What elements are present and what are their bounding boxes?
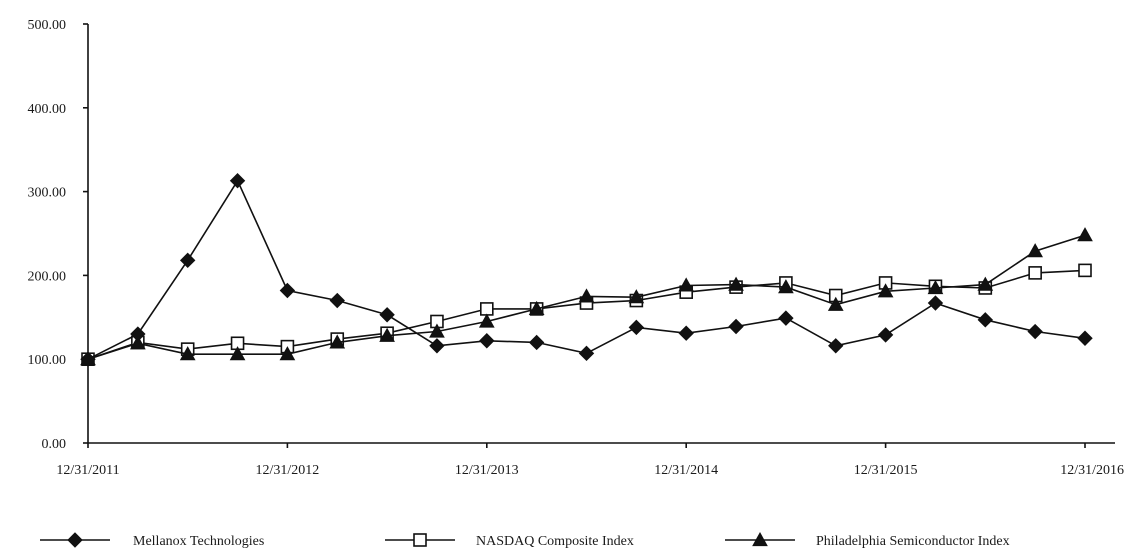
legend-label: NASDAQ Composite Index: [476, 534, 634, 548]
axes: [87, 24, 1115, 444]
data-point: [229, 346, 246, 361]
y-tick-label: 400.00: [28, 102, 67, 117]
data-point: [1077, 330, 1093, 346]
data-point: [778, 279, 794, 294]
y-tick-label: 200.00: [28, 269, 67, 284]
y-tick-label: 500.00: [28, 18, 67, 33]
data-point: [927, 279, 944, 295]
data-point: [728, 276, 744, 291]
x-tick-label: 12/31/2011: [56, 463, 119, 478]
data-point: [578, 288, 595, 303]
data-point: [528, 334, 545, 351]
x-axis-ticks: 12/31/2011 12/31/2012 12/31/2013 12/31/2014…: [56, 443, 1124, 478]
data-point: [179, 346, 196, 361]
x-tick-label: 12/31/2016: [1060, 463, 1124, 478]
data-point: [977, 276, 994, 291]
data-point: [1078, 263, 1092, 278]
data-point: [429, 323, 445, 338]
data-point: [578, 345, 595, 362]
data-point: [1027, 323, 1043, 340]
series-philadelphia-semiconductor-index: [80, 227, 1093, 366]
legend-item: Philadelphia Semiconductor Index: [725, 531, 1010, 548]
data-point: [977, 312, 994, 328]
data-point: [179, 252, 196, 269]
legend-item: NASDAQ Composite Index: [385, 533, 634, 548]
data-point: [678, 325, 694, 341]
data-point: [827, 296, 844, 311]
data-point: [130, 326, 146, 342]
series-mellanox-technologies: [80, 172, 1093, 367]
data-point: [478, 313, 495, 328]
data-point: [379, 327, 395, 342]
data-point: [1027, 243, 1043, 258]
data-point: [130, 335, 146, 350]
data-point: [429, 338, 445, 354]
data-point: [927, 295, 944, 311]
data-point: [678, 277, 695, 292]
data-point: [528, 300, 545, 316]
x-tick-label: 12/31/2014: [654, 463, 718, 478]
data-point: [479, 333, 495, 349]
legend-marker: [752, 531, 768, 547]
data-point: [479, 302, 494, 316]
legend-label: Mellanox Technologies: [133, 534, 264, 548]
x-tick-label: 12/31/2015: [854, 463, 918, 478]
data-point: [877, 327, 894, 343]
legend-marker: [67, 532, 83, 548]
data-point: [329, 292, 345, 309]
data-point: [628, 319, 645, 336]
legend-item: Mellanox Technologies: [40, 532, 264, 548]
legend-label: Philadelphia Semiconductor Index: [816, 534, 1010, 548]
data-point: [279, 282, 296, 299]
y-tick-label: 100.00: [28, 353, 67, 368]
data-point: [877, 283, 894, 298]
data-point: [778, 310, 794, 326]
data-point: [728, 318, 744, 335]
x-tick-label: 12/31/2013: [455, 463, 519, 478]
y-tick-label: 300.00: [28, 186, 67, 201]
x-tick-label: 12/31/2012: [256, 463, 320, 478]
data-point: [628, 289, 645, 304]
series-group: [80, 172, 1093, 367]
y-axis-ticks: 0.00 100.00 200.00 300.00 400.00 500.00: [28, 18, 88, 452]
data-point: [379, 307, 395, 323]
data-point: [828, 338, 844, 354]
data-point: [1077, 227, 1093, 242]
series-line: [87, 179, 1086, 360]
data-point: [80, 351, 96, 367]
data-point: [329, 334, 346, 349]
y-tick-label: 0.00: [42, 437, 67, 452]
data-point: [229, 172, 246, 189]
legend-marker: [413, 533, 427, 547]
data-point: [1028, 266, 1042, 280]
data-point: [279, 346, 296, 361]
legend: Mellanox Technologies NASDAQ Composite In…: [40, 531, 1010, 548]
